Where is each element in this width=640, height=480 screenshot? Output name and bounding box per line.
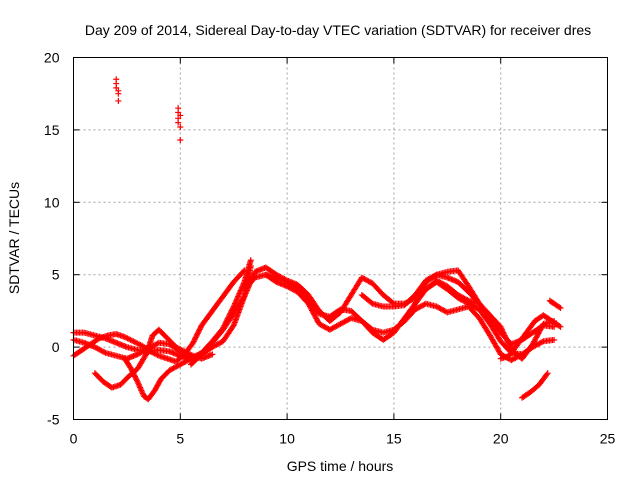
y-tick-label: 10 (44, 194, 60, 210)
series-track-m (546, 297, 564, 312)
series-track-a (70, 257, 254, 362)
data-point (128, 367, 135, 374)
chart-title: Day 209 of 2014, Sidereal Day-to-day VTE… (85, 22, 591, 38)
series-track-k (497, 312, 564, 362)
data-point (544, 370, 551, 377)
data-point (190, 339, 197, 346)
data-point (413, 297, 420, 304)
data-point (414, 295, 421, 302)
data-point (556, 323, 563, 330)
data-point (177, 137, 184, 144)
data-point (412, 299, 419, 306)
data-point (557, 305, 564, 312)
data-point (539, 339, 546, 346)
data-point (133, 376, 140, 383)
data-point (175, 119, 182, 126)
data-point (177, 124, 184, 131)
tick-layer: 0 5 10 15 20 25 -5 0 5 10 15 20 (44, 50, 616, 447)
series-track-d (91, 326, 216, 391)
data-point (415, 293, 422, 300)
data-point (193, 333, 200, 340)
data-point (519, 351, 526, 358)
data-point (115, 97, 122, 104)
data-point (476, 300, 483, 307)
data-point (190, 338, 197, 345)
data-point (128, 365, 135, 372)
y-tick-label: 15 (44, 122, 60, 138)
data-point (368, 325, 375, 332)
data-point (196, 327, 203, 334)
data-point (131, 372, 138, 379)
data-point (133, 377, 140, 384)
y-tick-label: -5 (47, 412, 60, 428)
data-point (241, 267, 248, 274)
data-point (551, 336, 558, 343)
data-point (209, 351, 216, 358)
data-point (192, 334, 199, 341)
data-point (247, 263, 254, 270)
data-point (543, 371, 550, 378)
y-tick-label: 0 (52, 339, 60, 355)
data-point (132, 374, 139, 381)
x-tick-label: 20 (493, 431, 509, 447)
data-point (475, 299, 482, 306)
data-point (368, 299, 375, 306)
data-point (197, 325, 204, 332)
data-point (240, 268, 247, 275)
data-point (142, 352, 149, 359)
data-point (192, 335, 199, 342)
data-point (247, 257, 254, 264)
x-axis-label: GPS time / hours (287, 458, 394, 474)
x-tick-label: 15 (386, 431, 402, 447)
data-point (196, 326, 203, 333)
series-track-j (390, 300, 526, 364)
x-tick-label: 5 (176, 431, 184, 447)
series-track-i (358, 267, 483, 310)
data-point (432, 272, 439, 279)
data-point (130, 369, 137, 376)
data-point (194, 331, 201, 338)
x-tick-label: 10 (279, 431, 295, 447)
data-point (557, 323, 564, 330)
series-track-e (121, 349, 205, 403)
points-layer (70, 76, 564, 403)
data-point (177, 112, 184, 119)
y-tick-label: 5 (52, 267, 60, 283)
series-outliers (113, 76, 184, 144)
grid-layer (73, 57, 608, 420)
data-point (517, 352, 524, 359)
data-point (115, 90, 122, 97)
data-point (101, 349, 108, 356)
series-track-l (519, 370, 551, 401)
y-axis-label: SDTVAR / TECUs (6, 182, 22, 294)
data-point (414, 296, 421, 303)
data-point (556, 304, 563, 311)
plot-frame (73, 57, 608, 420)
data-point (412, 300, 419, 307)
series-track-c (70, 267, 248, 365)
data-point (130, 371, 137, 378)
data-point (129, 368, 136, 375)
data-point (94, 336, 101, 343)
data-point (191, 337, 198, 344)
data-point (194, 330, 201, 337)
x-tick-label: 25 (600, 431, 616, 447)
data-point (132, 373, 139, 380)
data-point (195, 329, 202, 336)
y-tick-label: 20 (44, 50, 60, 66)
x-tick-label: 0 (70, 431, 78, 447)
